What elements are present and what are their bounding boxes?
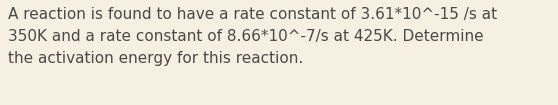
Text: A reaction is found to have a rate constant of 3.61*10^-15 /s at
350K and a rate: A reaction is found to have a rate const… — [8, 7, 498, 66]
